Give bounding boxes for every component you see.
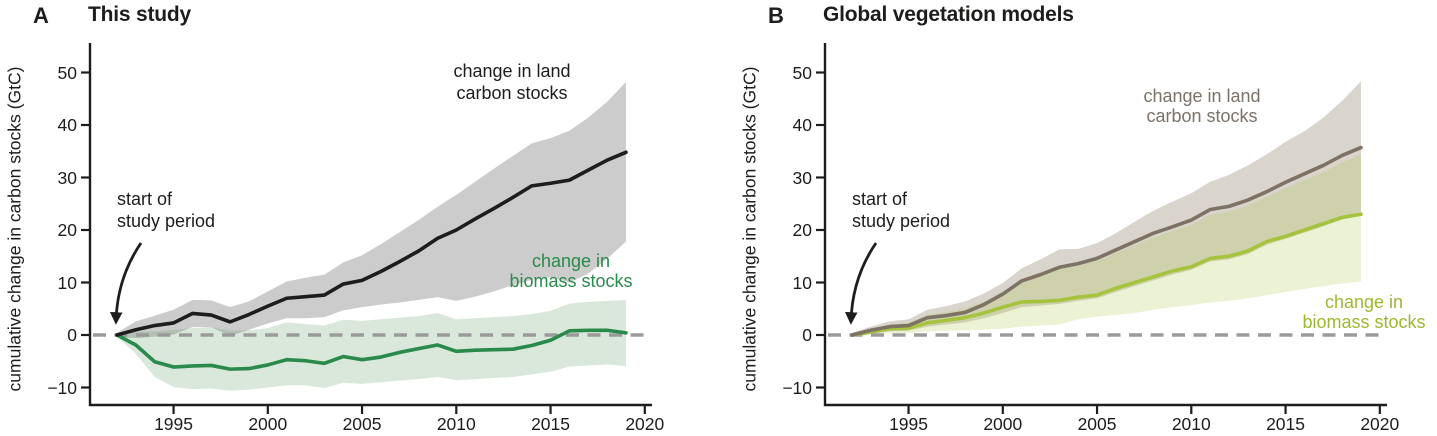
panel-a-start-annotation-line2: study period [117,211,216,231]
x-tick-label: 2010 [436,414,476,434]
panel-a-y-axis-label: cumulative change in carbon stocks (GtC) [4,66,25,392]
axis-spine [88,43,652,407]
panel-b-biomass-series-label-line1: change in [1324,292,1404,312]
y-tick-label: 20 [57,220,77,240]
y-tick-label: 40 [792,115,812,135]
panel-a-letter: A [33,3,49,28]
x-tick-label: 2015 [1266,414,1306,434]
panel-b-land-series-label-line1: change in land [1143,86,1261,106]
panel-b-letter: B [768,3,784,28]
panel-a-plot [81,43,652,414]
panel-a-land-series-label-line1: change in land [453,61,571,81]
panel-a-start-annotation-line1: start of [117,189,173,209]
y-tick-label: 0 [67,325,77,345]
biomass-uncertainty-band [852,154,1361,337]
panel-b-start-annotation-line1: start of [852,189,908,209]
panel-b-biomass-series-label-line2: biomass stocks [1302,312,1426,332]
x-tick-label: 1995 [889,414,929,434]
y-tick-label: 0 [802,325,812,345]
x-tick-label: 1995 [154,414,194,434]
start-of-study-period-arrow [844,242,878,325]
x-tick-label: 2000 [983,414,1023,434]
y-tick-label: 10 [57,272,77,293]
y-tick-label: −10 [47,377,77,398]
land-carbon-uncertainty-band [852,81,1361,338]
panel-a-biomass-series-label-line2: biomass stocks [509,271,633,291]
x-tick-label: 2010 [1171,414,1211,434]
x-tick-label: 2005 [342,414,382,434]
biomass-line [850,212,1363,337]
y-tick-label: 20 [792,220,812,240]
x-tick-label: 2000 [248,414,288,434]
x-tick-label: 2020 [625,414,665,434]
land-carbon-line [115,150,628,337]
y-tick-label: 50 [57,62,77,83]
x-tick-label: 2020 [1360,414,1400,434]
start-of-study-period-arrow [109,242,143,325]
panel-b-plot [816,43,1387,414]
panel-a-land-series-label-line2: carbon stocks [456,83,568,103]
x-tick-label: 2005 [1077,414,1117,434]
y-tick-label: 30 [57,167,77,188]
land-carbon-line [850,145,1363,337]
biomass-line [115,328,628,371]
panel-b-title: Global vegetation models [823,3,1074,26]
panel-a-title: This study [88,3,192,26]
axis-spine [823,43,1387,407]
panel-b-land-series-label-line2: carbon stocks [1146,106,1258,126]
y-tick-label: 40 [57,115,77,135]
y-tick-label: −10 [782,377,812,398]
panel-b-start-annotation-line2: study period [852,211,951,231]
land-carbon-uncertainty-band [117,81,626,339]
y-tick-label: 50 [792,62,812,83]
panel-a-biomass-series-label-line1: change in [531,251,611,271]
x-tick-label: 2015 [531,414,571,434]
y-tick-label: 30 [792,167,812,188]
y-tick-label: 10 [792,272,812,293]
panel-b-y-axis-label: cumulative change in carbon stocks (GtC) [739,66,760,392]
